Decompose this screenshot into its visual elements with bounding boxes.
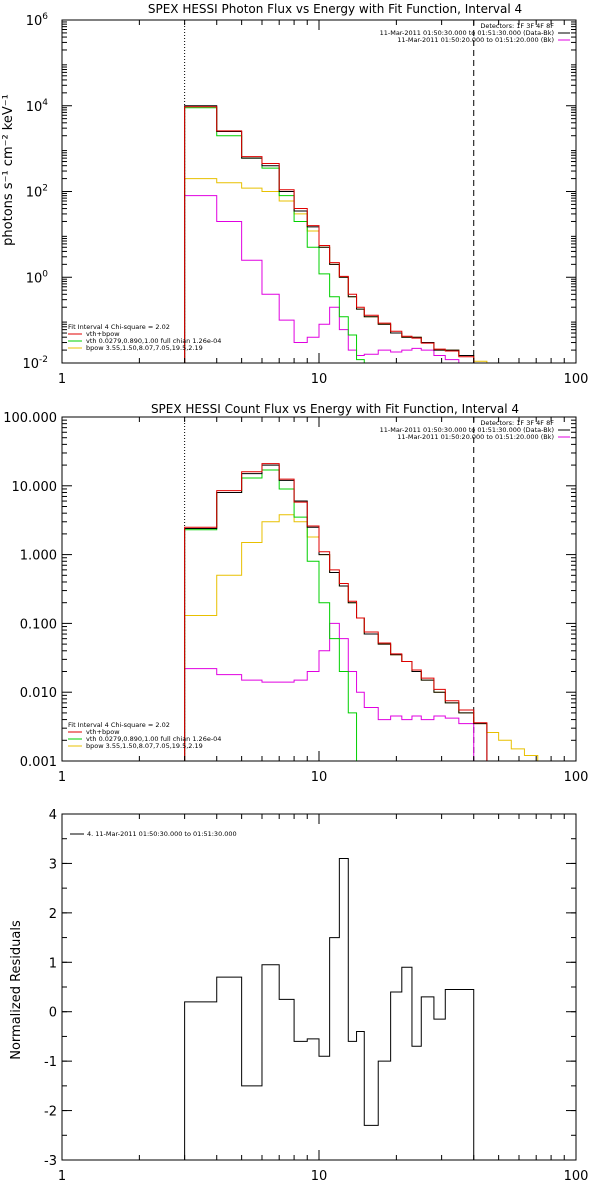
residuals-legend: 4. 11-Mar-2011 01:50:30.000 to 01:51:30.… bbox=[70, 830, 237, 838]
photon-flux-legend-bottomleft-entry: Fit Interval 4 Chi-square = 2.02 bbox=[68, 323, 170, 331]
photon-flux-y-tick-base: 10 bbox=[26, 100, 43, 115]
residuals-x-tick-label: 100 bbox=[564, 1169, 589, 1184]
photon-flux-legend-bottomleft-entry: vth+bpow bbox=[86, 330, 120, 338]
residuals-x-tick-label: 10 bbox=[311, 1169, 328, 1184]
count-flux-y-tick-label: 0.001 bbox=[20, 755, 57, 770]
residuals-legend-entry: 4. 11-Mar-2011 01:50:30.000 to 01:51:30.… bbox=[87, 830, 237, 838]
photon-flux-plot-area bbox=[184, 20, 525, 364]
photon-flux-y-tick-label: 104 bbox=[26, 98, 49, 115]
residuals-plot-area bbox=[184, 857, 475, 1160]
residuals-y-tick-label: -1 bbox=[44, 1055, 57, 1070]
count-flux-y-tick-label: 0.010 bbox=[20, 686, 57, 701]
count-flux-legend-bottomleft-entry: Fit Interval 4 Chi-square = 2.02 bbox=[68, 721, 170, 729]
residuals-y-tick-label: 1 bbox=[49, 956, 57, 971]
count-flux-legend-bottomleft: Fit Interval 4 Chi-square = 2.02vth+bpow… bbox=[68, 721, 221, 750]
count-flux-legend-topright-entry: Detectors: 1F 3F 4F 8F bbox=[480, 419, 554, 427]
photon-flux-y-tick-exponent: 2 bbox=[42, 184, 48, 194]
count-flux-y-tick-label: 10.000 bbox=[12, 480, 58, 495]
photon-flux-y-tick-base: 10 bbox=[22, 357, 39, 372]
photon-flux-legend-bottomleft-entry: bpow 3.55,1.50,8.07,7.05,19.5,2.19 bbox=[86, 344, 203, 352]
photon-flux-x-tick-label: 1 bbox=[58, 372, 66, 387]
count-flux-x-tick-label: 100 bbox=[564, 770, 589, 785]
count-flux-legend-bottomleft-entry: vth 0.0279,0.890,1.00 full chian 1.26e-0… bbox=[86, 735, 221, 743]
count-flux-data-histogram bbox=[184, 464, 488, 761]
count-flux-legend-bottomleft-entry: vth+bpow bbox=[86, 728, 120, 736]
photon-flux-y-tick-label: 10-2 bbox=[22, 355, 48, 372]
photon-flux-y-tick-exponent: 0 bbox=[42, 269, 48, 279]
residuals-y-tick-label: 4 bbox=[49, 808, 57, 823]
count-flux-title: SPEX HESSI Count Flux vs Energy with Fit… bbox=[151, 402, 519, 416]
photon-flux-y-tick-exponent: -2 bbox=[39, 355, 48, 365]
photon-flux-x-ticks: 1 10 100 bbox=[58, 20, 589, 387]
residuals-frame bbox=[61, 813, 577, 1161]
residuals-y-tick-label: -3 bbox=[44, 1154, 57, 1169]
residuals-x-tick-label: 1 bbox=[58, 1169, 66, 1184]
photon-flux-y-label: photons s⁻¹ cm⁻² keV⁻¹ bbox=[1, 94, 16, 246]
count-flux-y-tick-label: 1.000 bbox=[20, 549, 57, 564]
photon-flux-background-histogram bbox=[184, 195, 474, 364]
photon-flux-thermal-fit-histogram bbox=[184, 107, 379, 364]
count-flux-y-tick-label: 100.000 bbox=[3, 411, 57, 426]
photon-flux-legend-bottomleft: Fit Interval 4 Chi-square = 2.02vth+bpow… bbox=[68, 323, 221, 352]
photon-flux-legend-topright-entry: 11-Mar-2011 01:50:20.000 to 01:51:20.000… bbox=[397, 36, 554, 44]
residuals-y-tick-label: -2 bbox=[44, 1105, 57, 1120]
residuals-y-tick-label: 2 bbox=[49, 907, 57, 922]
photon-flux-y-tick-base: 10 bbox=[26, 186, 43, 201]
photon-flux-y-tick-exponent: 4 bbox=[42, 98, 48, 108]
count-flux-x-tick-label: 1 bbox=[58, 770, 66, 785]
photon-flux-y-tick-label: 106 bbox=[26, 12, 49, 29]
photon-flux-panel: SPEX HESSI Photon Flux vs Energy with Fi… bbox=[1, 2, 588, 387]
count-flux-y-tick-label: 0.100 bbox=[20, 617, 57, 632]
photon-flux-y-tick-label: 102 bbox=[26, 184, 48, 201]
photon-flux-y-tick-exponent: 6 bbox=[42, 12, 48, 22]
residuals-y-tick-label: 0 bbox=[49, 1006, 57, 1021]
photon-flux-x-tick-label: 10 bbox=[311, 372, 328, 387]
count-flux-broken-power-law-histogram bbox=[184, 514, 565, 762]
count-flux-legend-bottomleft-entry: bpow 3.55,1.50,8.07,7.05,19.5,2.19 bbox=[86, 742, 203, 750]
count-flux-legend-topright-entry: 11-Mar-2011 01:50:30.000 to 01:51:30.000… bbox=[380, 426, 554, 434]
photon-flux-title: SPEX HESSI Photon Flux vs Energy with Fi… bbox=[148, 2, 522, 16]
photon-flux-y-tick-base: 10 bbox=[26, 271, 43, 286]
count-flux-x-ticks: 1 10 100 bbox=[58, 417, 589, 785]
count-flux-x-tick-label: 10 bbox=[311, 770, 328, 785]
count-flux-panel: SPEX HESSI Count Flux vs Energy with Fit… bbox=[3, 402, 588, 785]
photon-flux-x-tick-label: 100 bbox=[564, 372, 589, 387]
photon-flux-fit-total-histogram bbox=[184, 106, 475, 363]
photon-flux-y-tick-base: 10 bbox=[26, 14, 43, 29]
residuals-x-ticks: 1 10 100 bbox=[58, 814, 589, 1184]
photon-flux-frame bbox=[61, 19, 577, 364]
count-flux-legend-topright-entry: 11-Mar-2011 01:50:20.000 to 01:51:20.000… bbox=[397, 433, 554, 441]
photon-flux-legend-bottomleft-entry: vth 0.0279,0.890,1.00 full chian 1.26e-0… bbox=[86, 337, 221, 345]
count-flux-background-histogram bbox=[184, 622, 475, 761]
photon-flux-legend-topright-entry: Detectors: 1F 3F 4F 8F bbox=[480, 22, 554, 30]
count-flux-frame bbox=[61, 416, 577, 762]
count-flux-fit-total-histogram bbox=[184, 463, 488, 761]
residuals-y-label: Normalized Residuals bbox=[9, 920, 24, 1060]
count-flux-y-ticks: 0.001 0.010 0.100 1.000 10.000 100.000 bbox=[3, 411, 576, 770]
photon-flux-legend-topright-entry: 11-Mar-2011 01:50:30.000 to 01:51:30.000… bbox=[380, 29, 554, 37]
photon-flux-y-tick-label: 100 bbox=[26, 269, 49, 286]
count-flux-plot-area bbox=[184, 417, 565, 762]
residuals-y-tick-label: 3 bbox=[49, 857, 57, 872]
residuals-data-histogram bbox=[184, 857, 475, 1160]
residuals-panel: Normalized Residuals 1 10 100 -3-2-101234 … bbox=[9, 808, 588, 1184]
residuals-y-ticks: -3 -2 -1 0 1 2 3 4 bbox=[44, 808, 576, 1169]
